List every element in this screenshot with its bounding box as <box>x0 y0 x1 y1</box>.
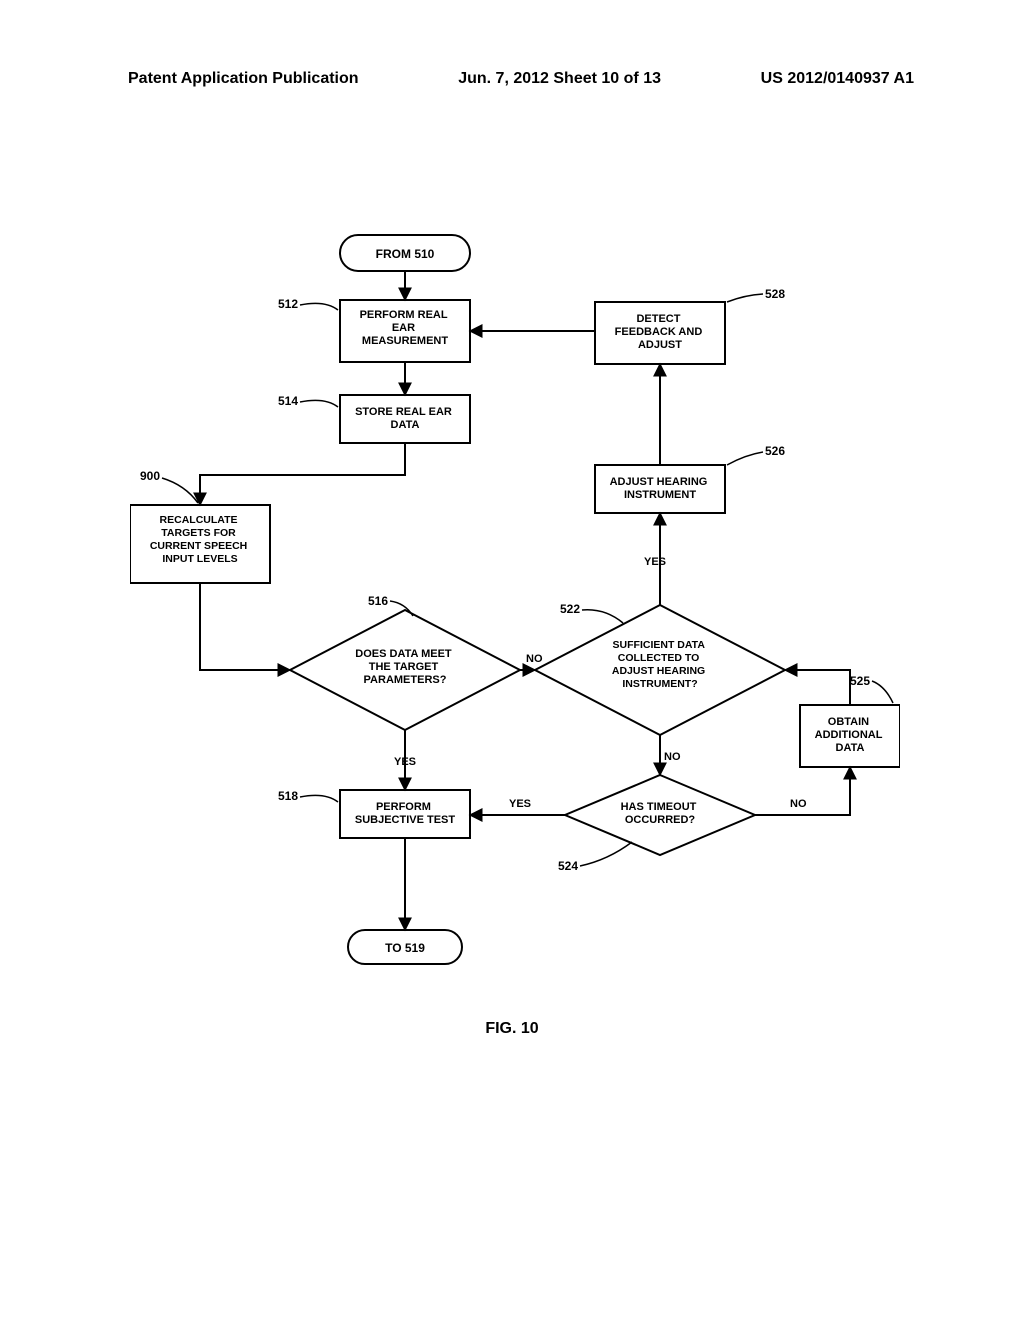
node-512: PERFORM REAL EAR MEASUREMENT <box>340 300 470 362</box>
ref-514: 514 <box>278 394 298 408</box>
ref-516: 516 <box>368 594 388 608</box>
ref-526: 526 <box>765 444 785 458</box>
node-from510: FROM 510 <box>340 235 470 271</box>
node-to519: TO 519 <box>348 930 462 964</box>
node-514: STORE REAL EAR DATA <box>340 395 470 443</box>
label-524-no: NO <box>790 798 807 810</box>
svg-text:TO 519: TO 519 <box>385 941 425 955</box>
node-518: PERFORM SUBJECTIVE TEST <box>340 790 470 838</box>
node-522: SUFFICIENT DATA COLLECTED TO ADJUST HEAR… <box>535 605 785 735</box>
header-center: Jun. 7, 2012 Sheet 10 of 13 <box>458 70 661 88</box>
ref-522: 522 <box>560 602 580 616</box>
flowchart: FROM 510 PERFORM REAL EAR MEASUREMENT 51… <box>130 230 900 1000</box>
svg-text:ADJUST HEARING INSTR: ADJUST HEARING INSTRUMENT <box>610 476 711 501</box>
node-900: RECALCULATE TARGETS FOR CURRENT SPEECH I… <box>130 505 270 583</box>
node-525: OBTAIN ADDITIONAL DATA <box>800 705 900 767</box>
ref-525: 525 <box>850 674 870 688</box>
svg-text:HAS TIMEOUT OCCURRED: HAS TIMEOUT OCCURRED? <box>621 801 700 826</box>
svg-text:RECALCULATE TARGETS: RECALCULATE TARGETS FOR CURRENT SPEECH I… <box>150 514 250 565</box>
label-516-yes: YES <box>394 756 416 768</box>
node-524: HAS TIMEOUT OCCURRED? <box>565 775 755 855</box>
page: Patent Application Publication Jun. 7, 2… <box>0 0 1024 1320</box>
node-516: DOES DATA MEET THE TARGET PARAMETERS? <box>290 610 520 730</box>
ref-518: 518 <box>278 789 298 803</box>
svg-text:FROM 510: FROM 510 <box>376 247 435 261</box>
ref-512: 512 <box>278 297 298 311</box>
label-522-no: NO <box>664 751 681 763</box>
ref-524: 524 <box>558 859 578 873</box>
node-528: DETECT FEEDBACK AND ADJUST <box>595 302 725 364</box>
header-right: US 2012/0140937 A1 <box>761 70 914 88</box>
ref-528: 528 <box>765 287 785 301</box>
page-header: Patent Application Publication Jun. 7, 2… <box>0 70 1024 88</box>
svg-text:SUFFICIENT DATA COLL: SUFFICIENT DATA COLLECTED TO ADJUST HEAR… <box>612 639 708 690</box>
label-522-yes: YES <box>644 556 666 568</box>
label-524-yes: YES <box>509 798 531 810</box>
header-left: Patent Application Publication <box>128 70 359 88</box>
ref-900: 900 <box>140 469 160 483</box>
svg-text:DOES DATA MEET THE T: DOES DATA MEET THE TARGET PARAMETERS? <box>355 648 454 686</box>
figure-label: FIG. 10 <box>0 1020 1024 1038</box>
label-516-no: NO <box>526 653 543 665</box>
node-526: ADJUST HEARING INSTRUMENT <box>595 465 725 513</box>
